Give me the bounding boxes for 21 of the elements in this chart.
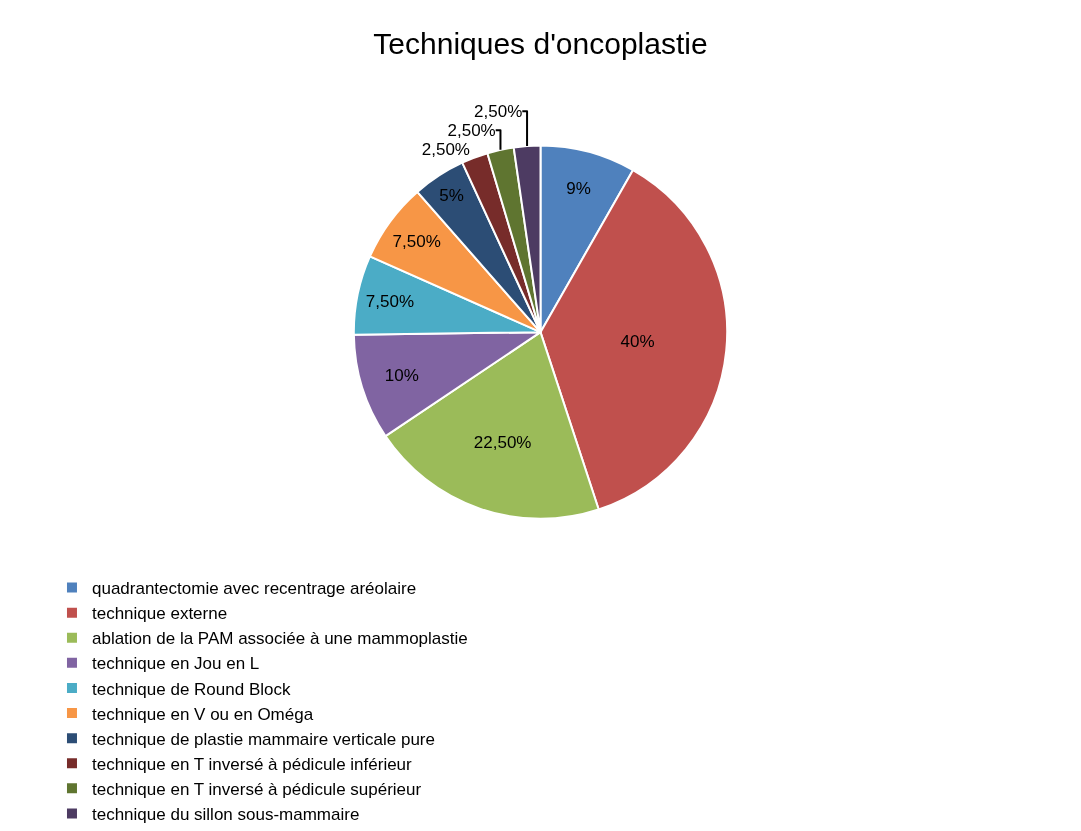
legend-label: technique en T inversé à pédicule supérieur <box>91 779 422 799</box>
data-label: 22,50% <box>473 432 532 452</box>
legend-label: technique du sillon sous-mammaire <box>91 805 360 825</box>
data-label: 7,50% <box>365 291 415 311</box>
data-label: 10% <box>384 366 419 385</box>
legend-label: technique en V ou en Oméga <box>91 704 314 724</box>
data-label: 9% <box>566 179 591 199</box>
data-label: 2,50% <box>447 120 496 140</box>
chart-title: Techniques d'oncoplastie <box>373 27 708 61</box>
legend-label: technique en Jou en L <box>91 654 260 674</box>
data-label: 7,50% <box>392 231 441 251</box>
legend-label: quadrantectomie avec recentrage aréolaire <box>91 579 417 599</box>
data-label: 2,50% <box>474 101 523 121</box>
legend-label: technique de Round Block <box>91 679 291 699</box>
legend-label: technique externe <box>91 604 228 624</box>
data-label: 2,50% <box>421 139 470 159</box>
legend-label: technique de plastie mammaire verticale pure <box>91 729 435 749</box>
legend-label: technique en T inversé à pédicule inférieur <box>91 754 413 774</box>
legend-label: ablation de la PAM associée à une mammoplastie <box>91 629 468 649</box>
data-label: 5% <box>439 185 464 205</box>
data-label: 40% <box>620 332 655 352</box>
